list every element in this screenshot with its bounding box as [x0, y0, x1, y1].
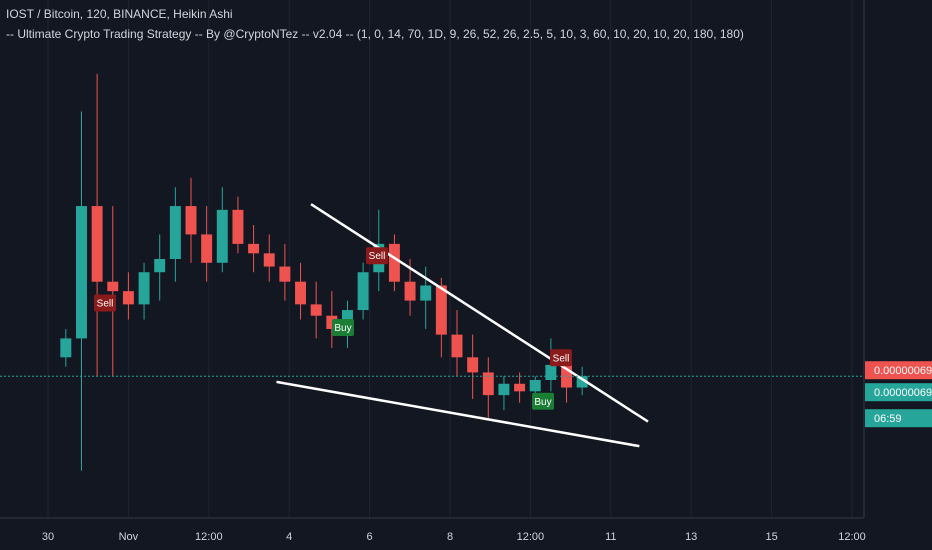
- price-label-bg: [865, 383, 932, 402]
- signal-label: Buy: [334, 323, 351, 334]
- candle-body: [529, 379, 541, 392]
- price-label-bg: [865, 361, 932, 380]
- price-axis-label: 06:59: [865, 409, 932, 428]
- indicator-legend: -- Ultimate Crypto Trading Strategy -- B…: [6, 27, 744, 41]
- candle-body: [498, 383, 510, 396]
- x-tick-label: Nov: [119, 531, 139, 543]
- candle-body: [122, 291, 134, 305]
- candle-body: [545, 364, 557, 380]
- signal-label-bg: [332, 319, 354, 337]
- candle-body: [107, 281, 119, 292]
- x-tick-label: 13: [685, 531, 697, 543]
- x-tick-label: 12:00: [838, 531, 866, 543]
- candle-body: [201, 234, 213, 263]
- price-label-text: 0.00000069: [874, 387, 932, 399]
- price-axis-label: 0.00000069: [865, 383, 932, 402]
- candle-body: [357, 272, 369, 311]
- x-tick-label: 30: [42, 531, 54, 543]
- candle-body: [467, 357, 479, 373]
- x-tick-label: 6: [367, 531, 373, 543]
- candle-body: [561, 364, 573, 388]
- price-label-bg: [865, 409, 932, 428]
- signal-label: Buy: [534, 397, 551, 408]
- x-tick-label: 8: [447, 531, 453, 543]
- signal-label: Sell: [369, 251, 386, 262]
- candle-body: [482, 372, 494, 396]
- x-tick-label: 4: [286, 531, 292, 543]
- signal-label: Sell: [553, 353, 570, 364]
- chart-title: IOST / Bitcoin, 120, BINANCE, Heikin Ash…: [6, 7, 233, 21]
- candle-body: [310, 304, 322, 316]
- candle-body: [279, 266, 291, 282]
- price-label-text: 0.00000069: [874, 365, 932, 377]
- signal-label: Sell: [97, 298, 114, 309]
- candle-body: [232, 209, 244, 244]
- buy-signal: Buy: [532, 392, 554, 410]
- candle-body: [75, 206, 87, 339]
- price-axis-label: 0.00000069: [865, 361, 932, 380]
- candle-body: [388, 243, 400, 282]
- candle-body: [138, 272, 150, 305]
- candle-body: [185, 206, 197, 235]
- x-tick-label: 12:00: [517, 531, 545, 543]
- candle-body: [295, 281, 307, 305]
- candle-body: [435, 285, 447, 335]
- x-tick-label: 11: [605, 531, 616, 543]
- sell-signal: Sell: [366, 247, 388, 265]
- buy-signal: Buy: [332, 319, 354, 337]
- candle-body: [420, 285, 432, 301]
- candle-body: [404, 281, 416, 301]
- candle-body: [451, 334, 463, 358]
- candle-body: [169, 206, 181, 259]
- sell-signal: Sell: [94, 294, 116, 312]
- candle-body: [91, 206, 103, 282]
- candle-body: [263, 253, 275, 267]
- signal-label-bg: [550, 349, 572, 367]
- upper-trendline: [310, 203, 649, 423]
- x-tick-label: 15: [765, 531, 777, 543]
- signal-label-bg: [94, 294, 116, 312]
- signal-label-bg: [366, 247, 388, 265]
- candle-body: [326, 315, 338, 329]
- candle-body: [154, 259, 166, 273]
- candle-body: [576, 376, 588, 388]
- sell-signal: Sell: [550, 349, 572, 367]
- x-tick-label: 12:00: [195, 531, 223, 543]
- signal-label-bg: [532, 392, 554, 410]
- candle-body: [514, 383, 526, 392]
- candle-body: [60, 338, 72, 358]
- lower-trendline: [276, 380, 640, 448]
- candle-body: [248, 243, 260, 254]
- candle-body: [216, 209, 228, 263]
- price-label-text: 06:59: [874, 413, 902, 425]
